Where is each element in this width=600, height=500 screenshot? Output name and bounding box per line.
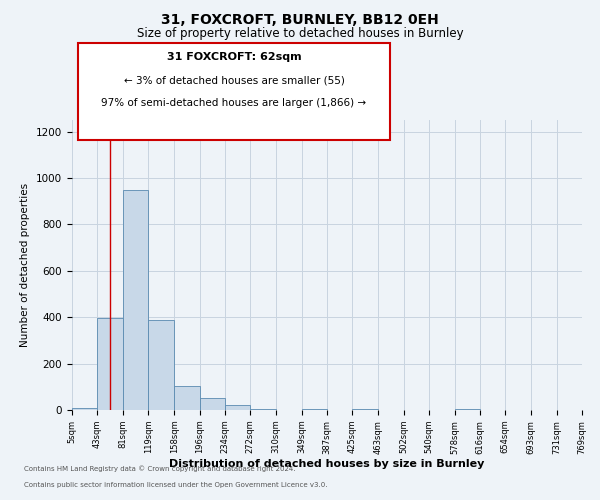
Bar	[250, 409, 275, 410]
Text: 97% of semi-detached houses are larger (1,866) →: 97% of semi-detached houses are larger (…	[101, 98, 367, 108]
Bar	[352, 409, 378, 410]
Text: Size of property relative to detached houses in Burnley: Size of property relative to detached ho…	[137, 28, 463, 40]
X-axis label: Distribution of detached houses by size in Burnley: Distribution of detached houses by size …	[169, 460, 485, 469]
Bar	[302, 409, 327, 410]
Text: Contains public sector information licensed under the Open Government Licence v3: Contains public sector information licen…	[24, 482, 328, 488]
Bar	[97, 318, 123, 410]
Text: 31, FOXCROFT, BURNLEY, BB12 0EH: 31, FOXCROFT, BURNLEY, BB12 0EH	[161, 12, 439, 26]
Bar	[148, 320, 174, 410]
Bar	[174, 386, 200, 410]
Bar	[123, 190, 148, 410]
Bar	[225, 406, 250, 410]
Text: 31 FOXCROFT: 62sqm: 31 FOXCROFT: 62sqm	[167, 52, 301, 62]
Text: Contains HM Land Registry data © Crown copyright and database right 2024.: Contains HM Land Registry data © Crown c…	[24, 466, 296, 472]
Bar	[72, 408, 97, 410]
Bar	[455, 409, 480, 410]
Text: ← 3% of detached houses are smaller (55): ← 3% of detached houses are smaller (55)	[124, 76, 344, 86]
Y-axis label: Number of detached properties: Number of detached properties	[20, 183, 31, 347]
Bar	[199, 398, 225, 410]
